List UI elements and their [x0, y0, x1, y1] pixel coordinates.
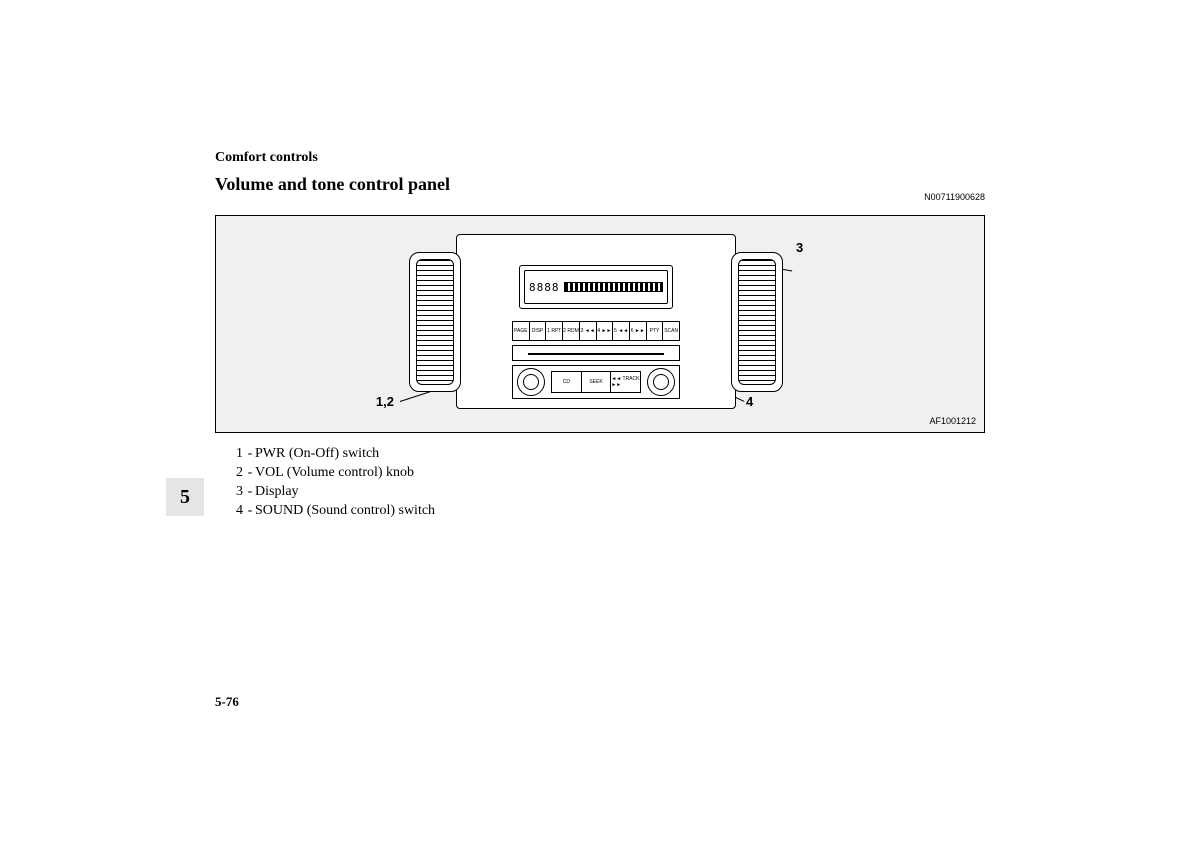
preset-button: 4 ►► — [596, 321, 613, 341]
preset-button: PAGE — [512, 321, 529, 341]
radio-diagram: 8888 PAGE DISP 1 RPT 2 RDM 3 ◄◄ 4 ►► 5 ◄… — [411, 234, 781, 414]
preset-button: DISP — [529, 321, 546, 341]
preset-button: 3 ◄◄ — [579, 321, 596, 341]
page-number: 5-76 — [215, 694, 239, 710]
legend-number: 4 — [227, 502, 245, 521]
legend-dash: - — [245, 502, 255, 521]
lower-button: CD — [552, 372, 582, 392]
legend-text: VOL (Volume control) knob — [255, 464, 414, 483]
legend-number: 2 — [227, 464, 245, 483]
speaker-grille-right — [731, 252, 783, 392]
callout-1-2: 1,2 — [376, 394, 394, 409]
lower-button: ◄◄ TRACK ►► — [611, 372, 640, 392]
lower-button: SEEK — [582, 372, 612, 392]
lower-control-row: CD SEEK ◄◄ TRACK ►► — [512, 365, 680, 399]
legend-dash: - — [245, 464, 255, 483]
legend-text: Display — [255, 483, 299, 502]
speaker-grille-left — [409, 252, 461, 392]
legend-item: 1 - PWR (On-Off) switch — [227, 445, 985, 464]
radio-display: 8888 — [519, 265, 673, 309]
legend-dash: - — [245, 483, 255, 502]
preset-button: 1 RPT — [545, 321, 562, 341]
preset-button: 6 ►► — [629, 321, 646, 341]
preset-button: 5 ◄◄ — [612, 321, 629, 341]
page-title: Volume and tone control panel — [215, 174, 985, 195]
callout-3: 3 — [796, 240, 803, 255]
lower-buttons: CD SEEK ◄◄ TRACK ►► — [551, 371, 641, 393]
legend-dash: - — [245, 445, 255, 464]
legend-item: 4 - SOUND (Sound control) switch — [227, 502, 985, 521]
preset-button: SCAN — [662, 321, 680, 341]
figure-container: 3 1,2 4 8888 PAGE DISP 1 RPT 2 RDM — [215, 215, 985, 433]
legend-number: 1 — [227, 445, 245, 464]
preset-button-row: PAGE DISP 1 RPT 2 RDM 3 ◄◄ 4 ►► 5 ◄◄ 6 ►… — [512, 321, 680, 341]
legend-number: 3 — [227, 483, 245, 502]
chapter-tab: 5 — [166, 478, 204, 516]
preset-button: 2 RDM — [562, 321, 579, 341]
legend-list: 1 - PWR (On-Off) switch 2 - VOL (Volume … — [227, 445, 985, 521]
grille-lines — [416, 259, 454, 385]
legend-text: SOUND (Sound control) switch — [255, 502, 435, 521]
legend-text: PWR (On-Off) switch — [255, 445, 379, 464]
radio-face: 8888 PAGE DISP 1 RPT 2 RDM 3 ◄◄ 4 ►► 5 ◄… — [456, 234, 736, 409]
legend-item: 2 - VOL (Volume control) knob — [227, 464, 985, 483]
cd-slot — [512, 345, 680, 361]
reference-code: N00711900628 — [924, 192, 985, 202]
preset-button: PTY — [646, 321, 663, 341]
section-header: Comfort controls — [215, 150, 985, 166]
legend-item: 3 - Display — [227, 483, 985, 502]
manual-page: Comfort controls Volume and tone control… — [215, 150, 985, 521]
display-bars — [564, 282, 664, 292]
display-inner: 8888 — [524, 270, 668, 304]
display-digits: 8888 — [529, 281, 560, 294]
figure-code: AF1001212 — [929, 416, 976, 426]
grille-lines — [738, 259, 776, 385]
sound-knob — [647, 368, 675, 396]
pwr-vol-knob — [517, 368, 545, 396]
